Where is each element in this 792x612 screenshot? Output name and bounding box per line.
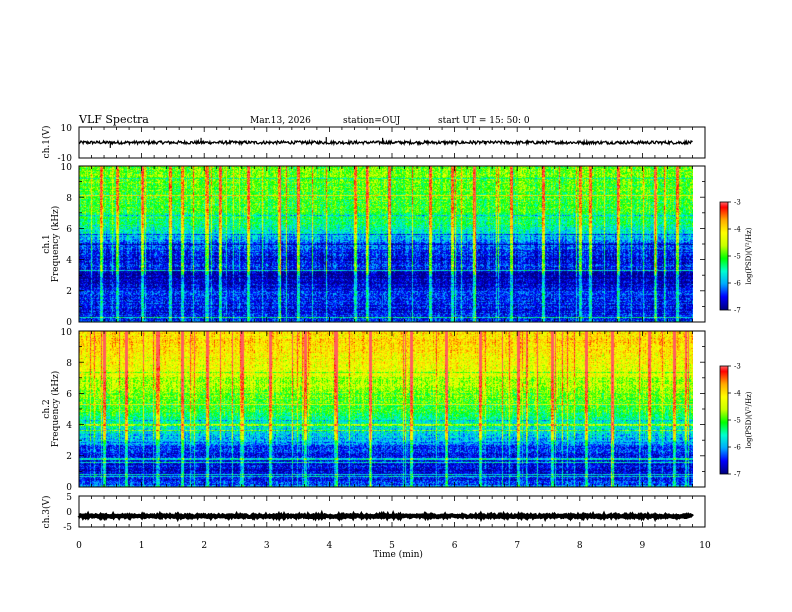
ch3-waveform-trace bbox=[77, 509, 694, 523]
ch2-ytick-2: 2 bbox=[66, 452, 72, 462]
colorbar-tick-label: -6 bbox=[734, 280, 741, 288]
ch1-frequency-ylabel: Frequency (kHz) bbox=[50, 206, 61, 283]
colorbar-tick-label: -3 bbox=[734, 199, 741, 207]
colorbar-ch1-label: log(PSD)(V²/Hz) bbox=[745, 227, 753, 284]
colorbar-ch2-ticks: -3 -4 -5 -6 -7 bbox=[728, 363, 741, 479]
x-tick-label: 2 bbox=[201, 541, 207, 551]
ch1-waveform-trace bbox=[78, 137, 693, 148]
colorbar-tick-label: -7 bbox=[734, 307, 741, 315]
ch1-ytick-4: 4 bbox=[66, 256, 72, 266]
x-tick-label: 1 bbox=[139, 541, 145, 551]
ch1-spectrogram-panel: 0 2 4 6 8 10 ch.1 Frequency (kHz) bbox=[42, 163, 706, 328]
ch1-spectrogram-image bbox=[79, 166, 693, 322]
x-tick-label: 6 bbox=[452, 541, 458, 551]
ch2-spectrogram-panel: 0 2 4 6 8 10 ch.2 Frequency (kHz) bbox=[42, 328, 706, 493]
ch3-waveform-x-ticks bbox=[78, 496, 706, 527]
colorbar-ch2-label: log(PSD)(V²/Hz) bbox=[745, 391, 753, 448]
x-tick-label: 0 bbox=[76, 541, 82, 551]
ch1-waveform-x-ticks bbox=[78, 127, 706, 158]
ch2-ytick-10: 10 bbox=[61, 328, 73, 338]
ch1-ytick-top: 10 bbox=[61, 124, 73, 134]
colorbar-tick-label: -4 bbox=[734, 390, 741, 398]
ch3-waveform-ylabel: ch.3(V) bbox=[41, 496, 52, 529]
ch1-waveform-panel: 10 -10 ch.1(V) bbox=[41, 124, 706, 164]
x-tick-label: 3 bbox=[264, 541, 270, 551]
colorbar-ch2: -3 -4 -5 -6 -7 log(PSD)(V²/Hz) bbox=[719, 363, 753, 479]
ch2-spectrogram-ticks bbox=[78, 330, 706, 488]
x-tick-label: 8 bbox=[577, 541, 583, 551]
ch3-ytick-top: 5 bbox=[66, 493, 72, 503]
ch1-ytick-6: 6 bbox=[66, 225, 72, 235]
ch1-spectrogram-ylabel: ch.1 bbox=[42, 234, 52, 253]
ch2-spectrogram-ylabel: ch.2 bbox=[42, 399, 52, 418]
colorbar-ch1: -3 -4 -5 -6 -7 log(PSD)(V²/Hz) bbox=[719, 199, 753, 315]
colorbar-ch1-gradient bbox=[720, 202, 728, 310]
waveform-line bbox=[78, 138, 693, 147]
colorbar-tick-label: -3 bbox=[734, 363, 741, 371]
ch2-ytick-4: 4 bbox=[66, 421, 72, 431]
ch1-ytick-0: 0 bbox=[66, 318, 72, 328]
x-axis-label: Time (min) bbox=[373, 549, 423, 560]
colorbar-tick-label: -5 bbox=[734, 417, 741, 425]
header-start-time: start UT = 15: 50: 0 bbox=[438, 116, 530, 126]
ch2-ytick-6: 6 bbox=[66, 390, 72, 400]
figure-title: VLF Spectra bbox=[78, 113, 149, 126]
ch1-waveform-ylabel: ch.1(V) bbox=[41, 126, 52, 159]
ch3-ytick-bottom: -5 bbox=[63, 523, 72, 533]
ch3-waveform-panel: 5 0 -5 ch.3(V) bbox=[41, 493, 706, 533]
colorbar-tick-label: -4 bbox=[734, 226, 741, 234]
ch1-ytick-8: 8 bbox=[66, 194, 72, 204]
ch1-ytick-10: 10 bbox=[61, 163, 73, 173]
ch1-spectrogram-ticks bbox=[78, 165, 706, 323]
colorbar-ch2-gradient bbox=[720, 366, 728, 474]
x-axis-tick-labels: 0 1 2 3 4 5 6 7 8 9 10 bbox=[76, 541, 711, 551]
ch1-ytick-bottom: -10 bbox=[58, 154, 73, 164]
ch1-ytick-2: 2 bbox=[66, 287, 72, 297]
colorbar-tick-label: -5 bbox=[734, 253, 741, 261]
x-tick-label: 9 bbox=[640, 541, 646, 551]
ch2-ytick-8: 8 bbox=[66, 359, 72, 369]
colorbar-ch1-ticks: -3 -4 -5 -6 -7 bbox=[728, 199, 741, 315]
colorbar-tick-label: -6 bbox=[734, 444, 741, 452]
colorbar-tick-label: -7 bbox=[734, 471, 741, 479]
ch2-frequency-ylabel: Frequency (kHz) bbox=[50, 371, 61, 448]
x-tick-label: 5 bbox=[389, 541, 395, 551]
x-tick-label: 4 bbox=[327, 541, 333, 551]
x-tick-label: 10 bbox=[699, 541, 711, 551]
header-date: Mar.13, 2026 bbox=[250, 116, 311, 126]
x-tick-label: 7 bbox=[514, 541, 520, 551]
ch3-ytick-mid: 0 bbox=[66, 508, 72, 518]
waveform-line bbox=[77, 509, 694, 523]
header-station: station=OUJ bbox=[343, 116, 401, 126]
ch2-ytick-0: 0 bbox=[66, 483, 72, 493]
ch2-spectrogram-image bbox=[79, 331, 693, 487]
